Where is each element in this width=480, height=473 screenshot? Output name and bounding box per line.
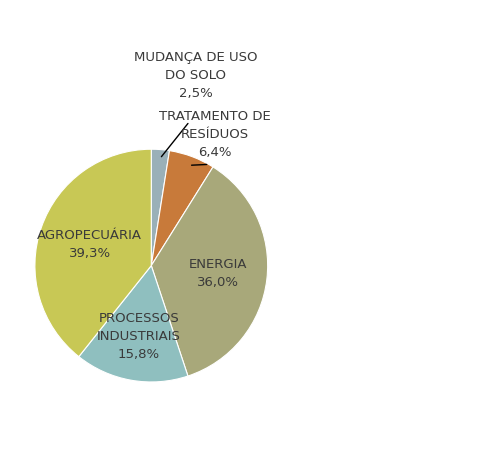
Wedge shape <box>35 149 151 357</box>
Text: TRATAMENTO DE
RESÍDUOS
6,4%: TRATAMENTO DE RESÍDUOS 6,4% <box>159 110 271 158</box>
Wedge shape <box>151 149 169 266</box>
Wedge shape <box>79 266 188 382</box>
Wedge shape <box>151 167 267 376</box>
Text: ENERGIA
36,0%: ENERGIA 36,0% <box>189 258 247 289</box>
Wedge shape <box>151 151 213 266</box>
Text: PROCESSOS
INDUSTRIAIS
15,8%: PROCESSOS INDUSTRIAIS 15,8% <box>96 312 180 361</box>
Text: AGROPECUÁRIA
39,3%: AGROPECUÁRIA 39,3% <box>37 228 142 260</box>
Text: MUDANÇA DE USO
DO SOLO
2,5%: MUDANÇA DE USO DO SOLO 2,5% <box>133 52 257 100</box>
